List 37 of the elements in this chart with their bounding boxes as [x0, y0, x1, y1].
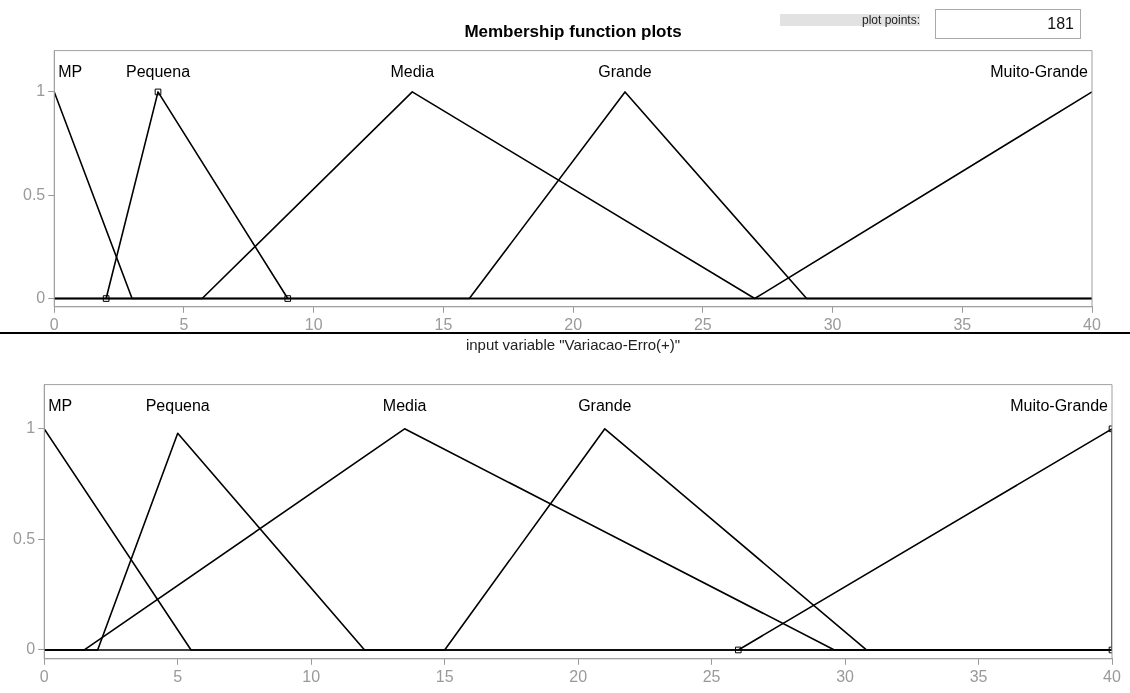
series-label: Muito-Grande: [990, 63, 1089, 81]
x-tick-label: 35: [969, 667, 988, 685]
y-tick-label: 0.5: [12, 529, 36, 547]
text: plot points:: [780, 13, 920, 27]
series-label: Media: [382, 397, 427, 415]
x-tick-label: 15: [435, 667, 454, 685]
series-label: Pequena: [145, 397, 210, 415]
x-tick-label: 25: [702, 667, 721, 685]
x-tick-label: 35: [953, 315, 972, 333]
y-tick-label: 0: [26, 640, 36, 658]
x-axis-title: input variable "Variacao-Erro(+)": [464, 336, 682, 353]
x-tick-label: 0: [49, 315, 59, 333]
x-tick-label: 40: [1103, 667, 1121, 685]
series-label: Pequena: [125, 63, 191, 81]
x-tick-label: 40: [1083, 315, 1101, 333]
x-tick-label: 20: [569, 667, 588, 685]
series-label: MP: [48, 397, 73, 415]
x-tick-label: 10: [302, 667, 321, 685]
x-tick-label: 25: [693, 315, 712, 333]
x-tick-label: 10: [304, 315, 323, 333]
x-tick-label: 5: [173, 667, 183, 685]
x-tick-label: 20: [564, 315, 583, 333]
series-label: Muito-Grande: [1010, 397, 1109, 415]
y-tick-label: 0.5: [22, 185, 46, 203]
x-tick-label: 5: [179, 315, 189, 333]
chart-title: Membership function plots: [464, 22, 682, 41]
series-label: Grande: [578, 397, 632, 415]
x-tick-label: 30: [823, 315, 842, 333]
x-tick-label: 15: [434, 315, 453, 333]
y-tick-label: 1: [36, 82, 46, 100]
y-tick-label: 0: [36, 288, 46, 306]
x-tick-label: 30: [836, 667, 855, 685]
series-label: MP: [58, 63, 83, 81]
series-label: Media: [390, 63, 435, 81]
text-field: 181: [935, 9, 1081, 39]
y-tick-label: 1: [26, 419, 36, 437]
series-label: Grande: [598, 63, 652, 81]
